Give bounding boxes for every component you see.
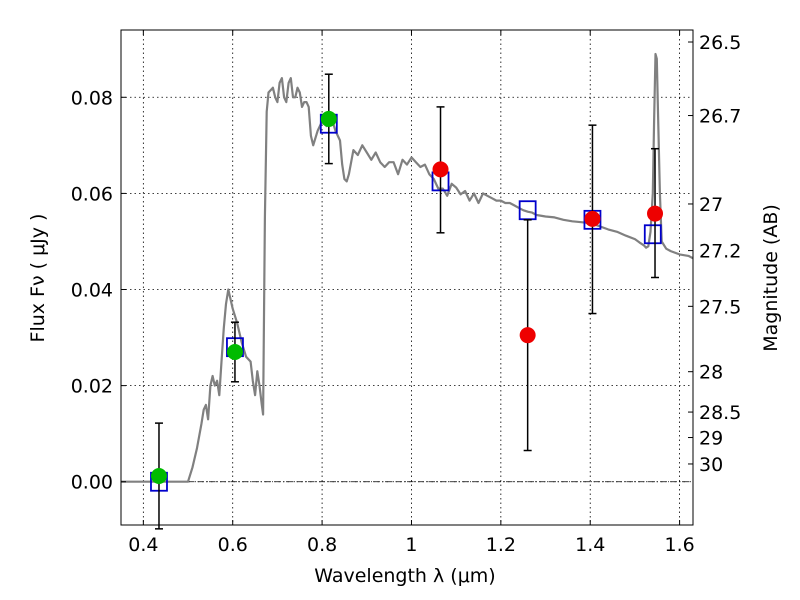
y2-tick-label: 29	[699, 428, 723, 450]
plot-frame	[120, 29, 694, 526]
y-tick-label: 0.00	[71, 472, 113, 494]
model-band-fluxes	[150, 113, 662, 492]
y-tick-label: 0.02	[71, 376, 113, 398]
y2-tick-label: 30	[699, 454, 723, 476]
x-tick-label: 0.4	[128, 534, 158, 556]
x-tick-label: 1	[405, 534, 417, 556]
flux-point	[320, 110, 337, 127]
y2-axis-label: Magnitude (AB)	[760, 204, 782, 352]
flux-point	[432, 161, 449, 178]
y-tick-label: 0.04	[71, 280, 113, 302]
y2-tick-label: 28	[699, 362, 723, 384]
y2-tick-label: 27.2	[699, 241, 741, 263]
x-tick-labels: 0.4 0.6 0.8 1 1.2 1.4 1.6	[128, 534, 694, 556]
x-tick-label: 0.8	[307, 534, 337, 556]
flux-point	[519, 327, 536, 344]
flux-point	[584, 210, 601, 227]
x-axis-label: Wavelength λ (μm)	[314, 565, 495, 587]
observed-fluxes	[150, 110, 664, 484]
y-tick-labels: 0.00 0.02 0.04 0.06 0.08	[71, 87, 113, 493]
y2-tick-labels: 26.5 26.7 27 27.2 27.5 28 28.5 29 30	[699, 32, 741, 476]
x-tick-label: 1.6	[664, 534, 694, 556]
model-spectrum	[121, 52, 694, 483]
y2-tick-label: 28.5	[699, 402, 741, 424]
x-tick-label: 1.2	[486, 534, 516, 556]
grid	[121, 30, 693, 525]
y2-tick-label: 27	[699, 194, 723, 216]
y-tick-label: 0.06	[71, 183, 113, 205]
y2-tick-label: 27.5	[699, 296, 741, 318]
y2-tick-label: 26.7	[699, 106, 741, 128]
model-box-marker	[643, 224, 662, 245]
flux-point	[647, 205, 664, 222]
spectrum-line	[121, 52, 694, 483]
x-tick-label: 0.6	[218, 534, 248, 556]
y2-tick-label: 26.5	[699, 32, 741, 54]
flux-point	[150, 467, 167, 484]
flux-point	[226, 343, 243, 360]
y-axis-label: Flux Fν ( μJy )	[27, 214, 49, 343]
axis-ticks	[121, 30, 693, 525]
y-tick-label: 0.08	[71, 87, 113, 109]
x-tick-label: 1.4	[575, 534, 605, 556]
